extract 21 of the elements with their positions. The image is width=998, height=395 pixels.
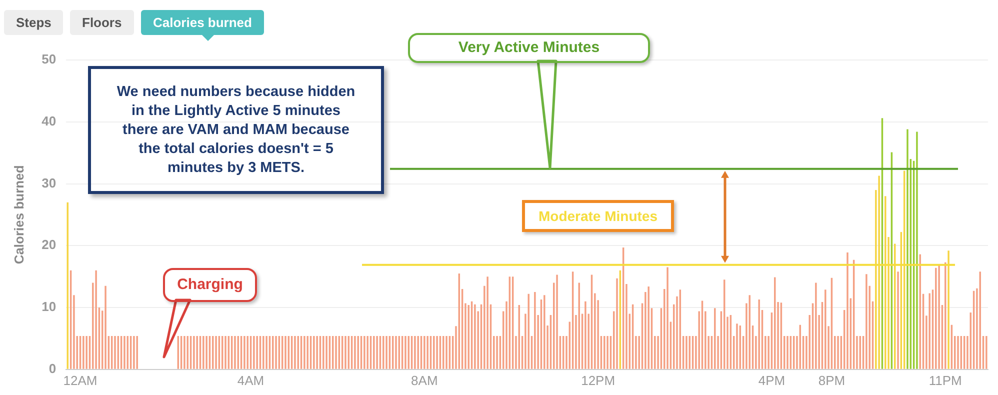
text: Floors bbox=[70, 10, 134, 35]
y-axis-title: Calories burned bbox=[11, 165, 26, 264]
x-tick-label: 8PM bbox=[818, 372, 846, 388]
y-tick-label: 30 bbox=[42, 175, 56, 190]
text: Calories burned bbox=[141, 10, 264, 35]
y-tick-label: 10 bbox=[42, 299, 56, 314]
text: Steps bbox=[4, 10, 64, 35]
y-tick-label: 50 bbox=[42, 52, 56, 67]
ref-line-label: Very Active Minutes bbox=[408, 33, 650, 63]
annotation: We need numbers because hidden in the Lightly Active 5 minutes there are VAM and MAM because the total calories doesn't = 5 minutes by 3 METS. bbox=[88, 66, 384, 194]
x-tick-label: 12AM bbox=[63, 372, 98, 388]
y-tick-label: 20 bbox=[42, 237, 56, 252]
x-tick-label: 11PM bbox=[928, 372, 962, 388]
y-tick-label: 40 bbox=[42, 113, 56, 128]
x-tick-label: 4AM bbox=[237, 372, 264, 388]
x-tick-label: 8AM bbox=[411, 372, 438, 388]
annotation: Charging bbox=[163, 268, 257, 302]
ref-line-label: Moderate Minutes bbox=[522, 200, 674, 232]
y-tick-label: 0 bbox=[48, 360, 56, 376]
x-tick-label: 12PM bbox=[581, 372, 616, 388]
x-tick-label: 4PM bbox=[758, 372, 786, 388]
